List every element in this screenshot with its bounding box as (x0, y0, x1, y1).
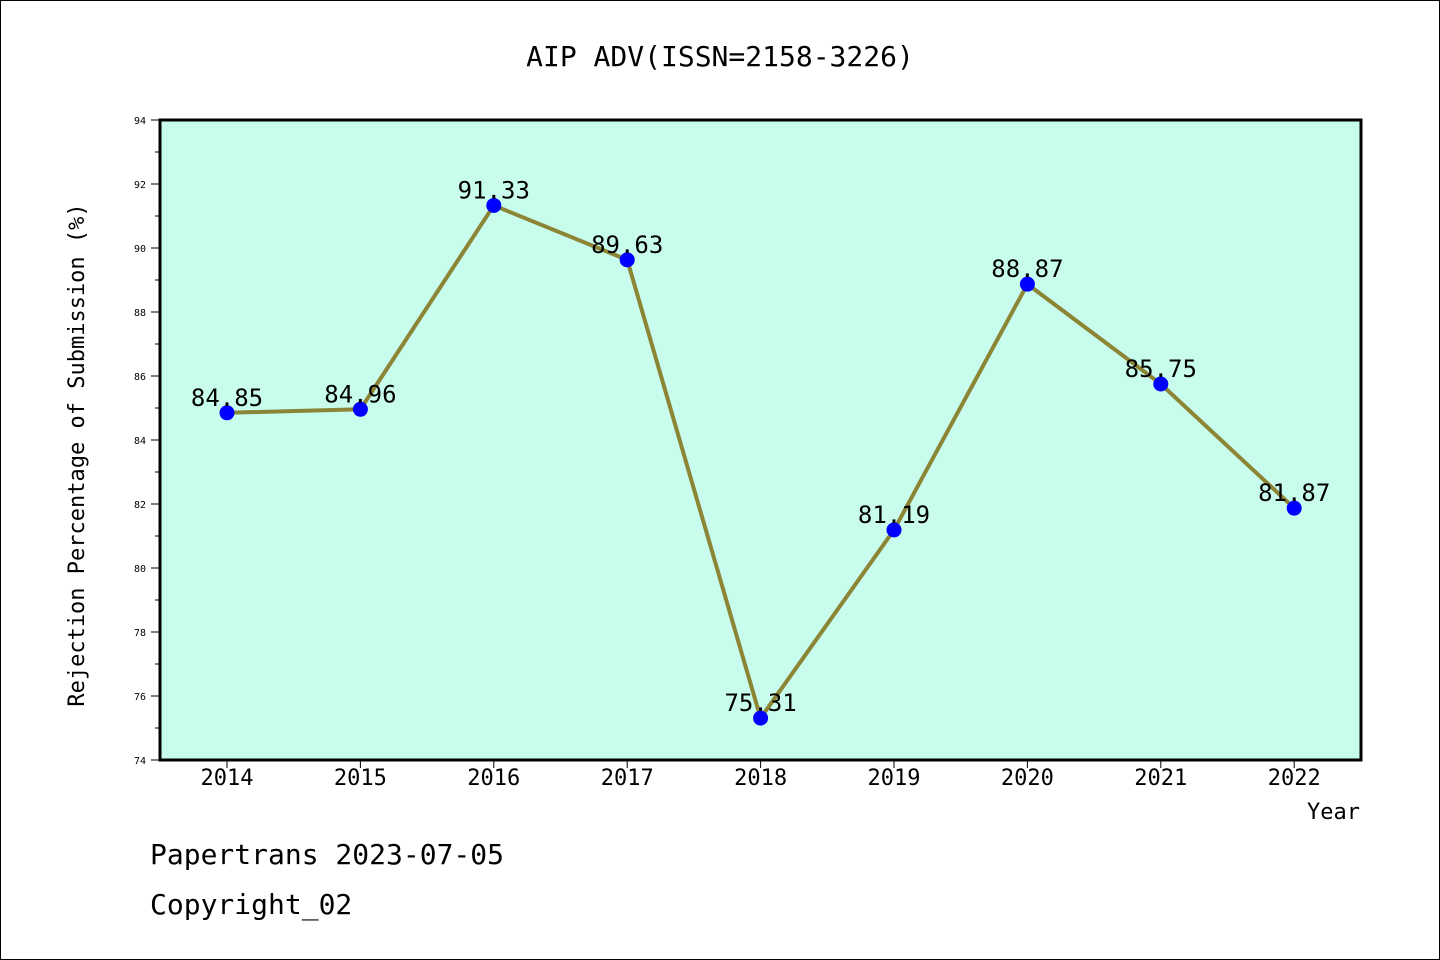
data-point (1153, 376, 1169, 392)
footer-copyright: Copyright_02 (150, 888, 352, 922)
x-tick-label: 2016 (467, 766, 520, 791)
y-axis: 74 76 78 80 82 84 86 88 90 92 94 (134, 116, 160, 767)
data-point (352, 401, 368, 417)
y-tick-label: 76 (134, 692, 146, 703)
x-tick-label: 2015 (334, 766, 387, 791)
data-point (219, 405, 235, 421)
data-label: 84.96 (324, 380, 396, 408)
data-point (886, 522, 902, 538)
footer-date: Papertrans 2023-07-05 (150, 838, 504, 871)
y-tick-label: 84 (134, 436, 146, 447)
y-tick-label: 82 (134, 500, 146, 511)
y-tick-label: 94 (134, 116, 146, 127)
data-label: 91.33 (458, 176, 530, 204)
y-tick-label: 88 (134, 308, 146, 319)
data-label: 85.75 (1125, 355, 1197, 383)
y-tick-label: 86 (134, 372, 146, 383)
data-label: 84.85 (191, 384, 263, 412)
data-label: 88.87 (991, 255, 1063, 283)
x-tick-label: 2017 (601, 766, 654, 791)
y-tick-label: 90 (134, 244, 146, 255)
y-tick-label: 78 (134, 628, 146, 639)
y-tick-label: 80 (134, 564, 146, 575)
x-tick-label: 2021 (1134, 766, 1187, 791)
x-tick-label: 2018 (734, 766, 787, 791)
data-label: 75.31 (724, 689, 796, 717)
chart-title: AIP ADV(ISSN=2158-3226) (526, 40, 914, 73)
data-point (1019, 276, 1035, 292)
x-tick-label: 2020 (1001, 766, 1054, 791)
y-tick-label: 74 (134, 756, 146, 767)
x-axis-label: Year (1307, 800, 1360, 825)
x-tick-label: 2014 (201, 766, 254, 791)
data-label: 81.87 (1258, 479, 1330, 507)
plot-border (158, 118, 1363, 762)
data-label: 89.63 (591, 231, 663, 259)
data-point (486, 197, 502, 213)
y-tick-label: 92 (134, 180, 146, 191)
data-point (1286, 500, 1302, 516)
data-point (753, 710, 769, 726)
y-axis-label: Rejection Percentage of Submission (%) (65, 203, 90, 706)
data-label: 81.19 (858, 501, 930, 529)
x-tick-label: 2022 (1268, 766, 1321, 791)
x-axis: 2014 2015 2016 2017 2018 2019 2020 2021 2022 (201, 760, 1321, 791)
data-point (619, 252, 635, 268)
data-series (219, 197, 1302, 726)
plot-area (160, 120, 1361, 760)
x-tick-label: 2019 (868, 766, 921, 791)
data-labels: 84.85 84.96 91.33 89.63 75.31 81.19 88.87 85.75… (191, 176, 1330, 717)
